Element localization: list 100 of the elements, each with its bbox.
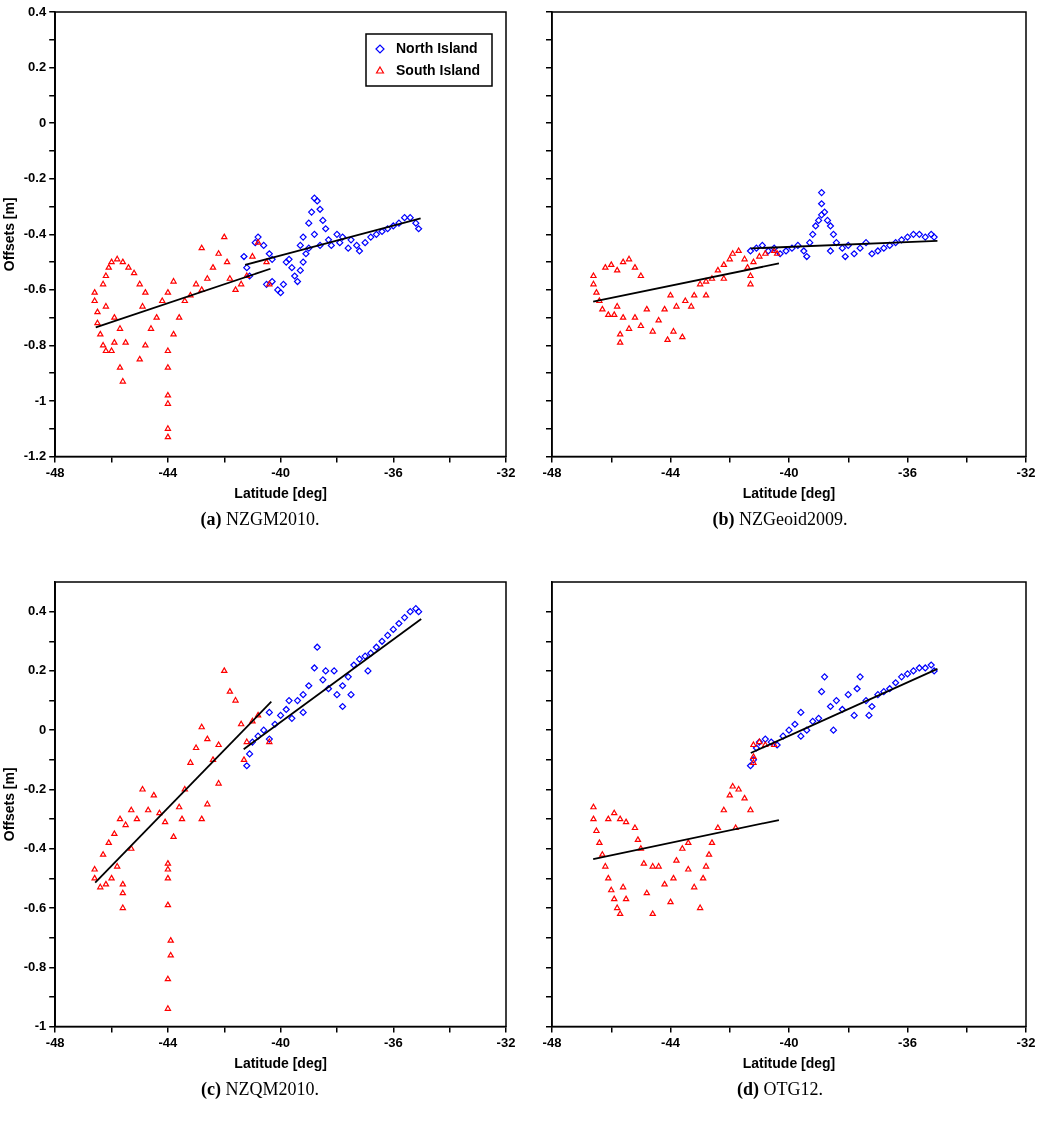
point <box>108 874 115 881</box>
point <box>602 264 609 270</box>
point <box>622 818 630 825</box>
point <box>800 247 808 255</box>
point <box>685 839 692 845</box>
point <box>139 785 146 792</box>
point <box>150 791 158 798</box>
point <box>198 723 205 730</box>
point <box>616 910 624 917</box>
point <box>640 859 648 866</box>
x-tick-label: -48 <box>542 1034 562 1050</box>
point <box>735 247 742 254</box>
point <box>153 314 160 320</box>
point <box>142 341 149 348</box>
y-tick-label: 0 <box>38 721 47 737</box>
point <box>167 951 174 958</box>
point <box>844 691 852 699</box>
point <box>291 272 299 280</box>
x-axis-title: Latitude [deg] <box>742 1055 836 1072</box>
point <box>316 241 324 250</box>
point <box>631 314 639 320</box>
point <box>319 676 327 684</box>
y-tick-label: 0.2 <box>28 59 47 75</box>
point <box>608 886 615 893</box>
point <box>372 230 380 238</box>
point <box>909 230 918 238</box>
point <box>865 711 873 719</box>
point <box>750 258 757 265</box>
point <box>590 272 597 279</box>
point <box>164 347 172 354</box>
x-tick-label: -48 <box>542 464 562 480</box>
point <box>702 277 710 284</box>
point <box>105 264 112 270</box>
point <box>108 258 115 265</box>
point <box>823 216 832 225</box>
point <box>170 833 177 839</box>
point <box>826 247 835 255</box>
point <box>265 708 273 717</box>
legend-label: South Island <box>396 61 480 78</box>
point <box>415 608 423 616</box>
text: (a) NZGM2010. <box>200 509 320 529</box>
point <box>608 261 615 267</box>
point <box>285 696 293 705</box>
point <box>192 280 200 287</box>
point <box>611 311 618 317</box>
point <box>868 702 876 711</box>
point <box>232 696 239 703</box>
point <box>164 859 172 866</box>
point <box>880 244 888 252</box>
point <box>249 252 256 259</box>
point <box>909 667 918 675</box>
point <box>655 862 662 869</box>
text: (b) NZGeoid2009. <box>712 509 848 529</box>
y-tick-label: -1 <box>34 1018 47 1034</box>
point <box>299 258 307 266</box>
point <box>215 779 222 786</box>
point <box>384 631 392 639</box>
point <box>288 714 296 722</box>
point <box>897 673 906 681</box>
point <box>164 1005 172 1011</box>
point <box>720 261 728 267</box>
point <box>164 391 172 398</box>
point <box>637 272 645 279</box>
point <box>619 883 627 890</box>
point <box>324 236 333 244</box>
x-tick-label: -40 <box>271 1034 290 1050</box>
point <box>395 219 403 227</box>
point <box>785 726 793 734</box>
x-tick-label: -40 <box>271 464 290 480</box>
point <box>735 785 742 792</box>
point <box>389 625 397 634</box>
x-tick-label: -36 <box>383 1034 403 1050</box>
point <box>874 691 882 699</box>
point <box>699 874 707 881</box>
point <box>679 333 686 340</box>
point <box>204 800 211 807</box>
point <box>94 319 101 326</box>
point <box>147 325 155 331</box>
point <box>355 655 364 663</box>
y-tick-label: -1.2 <box>23 448 47 464</box>
point <box>619 314 627 320</box>
point <box>91 289 98 295</box>
point <box>750 753 757 759</box>
point <box>198 815 205 822</box>
point <box>643 889 650 896</box>
x-tick-label: -32 <box>496 464 516 480</box>
point <box>344 244 352 252</box>
point <box>747 272 754 279</box>
point <box>862 696 870 705</box>
y-tick-label: -0.8 <box>23 337 47 353</box>
point <box>128 806 135 813</box>
point <box>667 898 674 905</box>
x-tick-label: -48 <box>45 1034 65 1050</box>
point <box>316 205 324 213</box>
point <box>874 247 882 255</box>
point <box>726 791 733 798</box>
point <box>136 355 143 362</box>
point <box>277 289 285 297</box>
point <box>333 230 341 238</box>
point <box>282 705 290 714</box>
